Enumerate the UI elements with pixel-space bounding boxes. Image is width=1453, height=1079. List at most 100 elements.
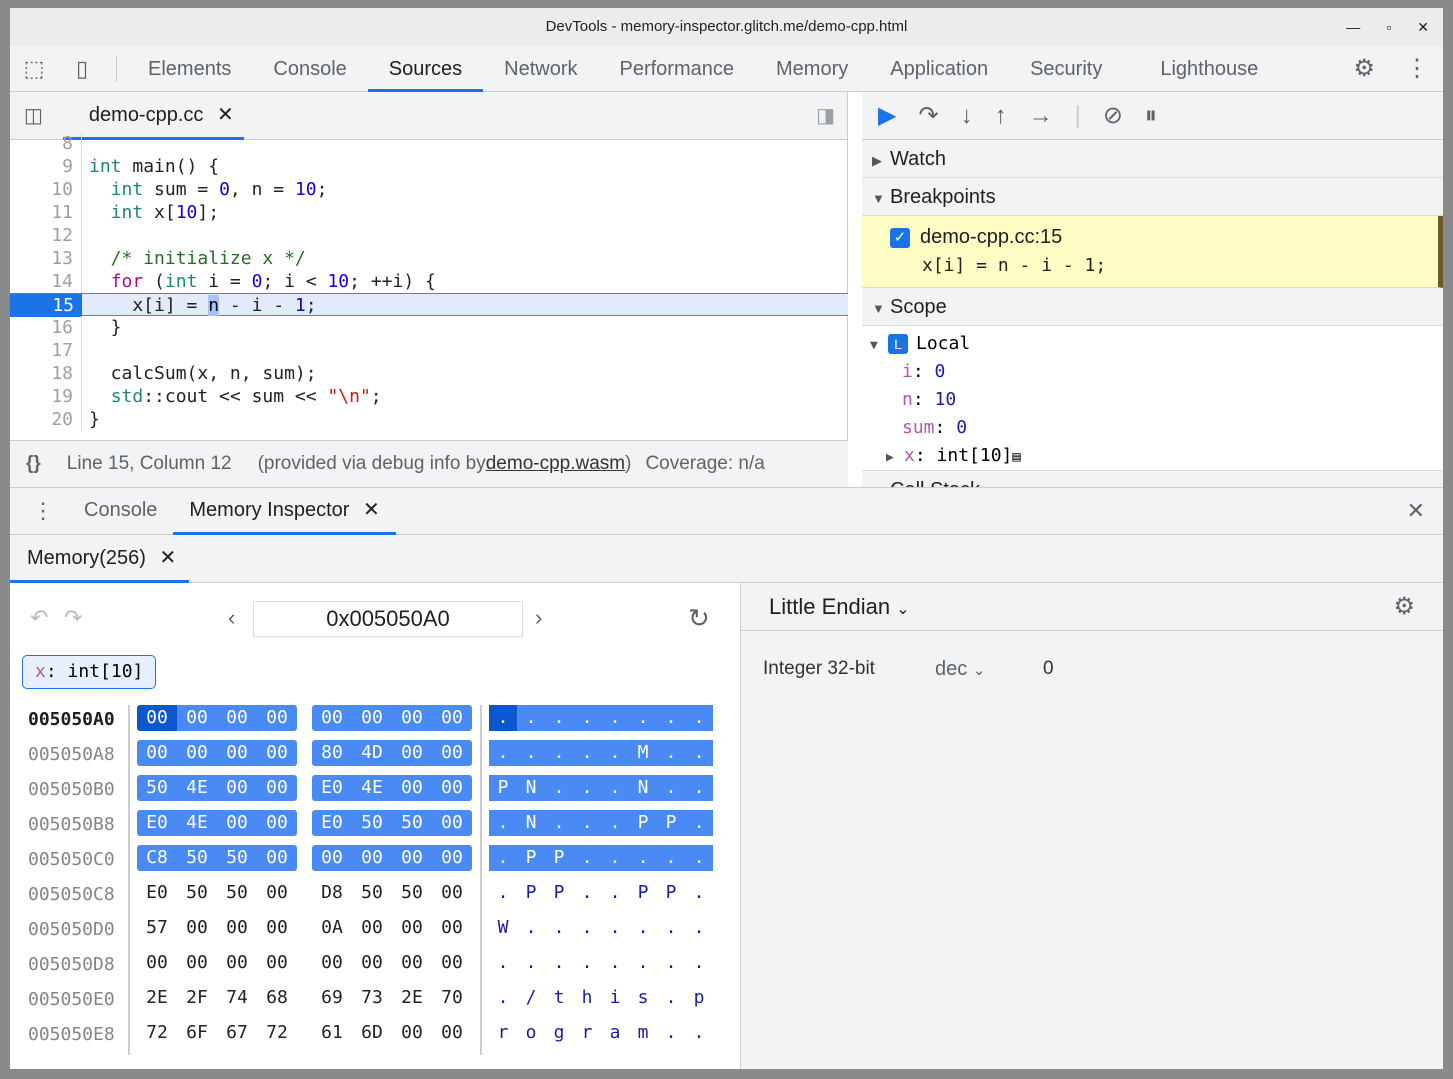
ascii-cell[interactable]: . [545, 810, 573, 836]
wasm-link[interactable]: demo-cpp.wasm [485, 453, 626, 474]
tab-sources[interactable]: Sources [367, 46, 484, 92]
code-line[interactable]: 16 } [10, 316, 848, 339]
ascii-cell[interactable]: o [525, 1022, 537, 1043]
byte-cell[interactable]: 2E [146, 987, 168, 1008]
byte-cell[interactable]: 00 [352, 705, 392, 731]
tab-security[interactable]: Security [1030, 57, 1103, 80]
scope-section[interactable]: ▼ Scope [862, 288, 1443, 326]
byte-cell[interactable]: 00 [441, 952, 463, 973]
code-line[interactable]: 11 int x[10]; [10, 201, 848, 224]
line-number[interactable]: 10 [10, 178, 82, 201]
ascii-cell[interactable]: . [553, 917, 565, 938]
ascii-cell[interactable]: . [685, 705, 713, 731]
byte-cell[interactable]: 00 [257, 740, 297, 766]
ascii-cell[interactable]: . [545, 775, 573, 801]
ascii-cell[interactable]: . [489, 845, 517, 871]
ascii-cell[interactable]: . [545, 740, 573, 766]
toggle-debugger-icon[interactable]: ◨ [816, 105, 835, 127]
drawer-tab-console[interactable]: Console [84, 499, 158, 521]
byte-cell[interactable]: 50 [217, 845, 257, 871]
ascii-cell[interactable]: . [601, 775, 629, 801]
byte-cell[interactable]: 69 [321, 987, 343, 1008]
refresh-icon[interactable]: ↻ [688, 603, 710, 633]
ascii-cell[interactable]: . [497, 952, 509, 973]
ascii-cell[interactable]: . [609, 952, 621, 973]
breakpoint-checkbox[interactable]: ✓ [890, 227, 910, 248]
undo-icon[interactable]: ↶ [30, 605, 49, 630]
byte-cell[interactable]: 68 [266, 987, 288, 1008]
ascii-cell[interactable]: P [545, 845, 573, 871]
ascii-cell[interactable]: p [693, 987, 705, 1008]
byte-cell[interactable]: 50 [137, 775, 177, 801]
byte-cell[interactable]: 80 [312, 740, 352, 766]
ascii-cell[interactable]: . [601, 810, 629, 836]
byte-cell[interactable]: 00 [226, 952, 248, 973]
byte-cell[interactable]: 00 [432, 705, 472, 731]
ascii-cell[interactable]: i [609, 987, 621, 1008]
ascii-cell[interactable]: . [665, 952, 677, 973]
ascii-cell[interactable]: P [665, 882, 677, 903]
line-number[interactable]: 13 [10, 247, 82, 270]
pretty-print-icon[interactable]: {} [26, 453, 41, 474]
byte-cell[interactable]: 00 [217, 810, 257, 836]
tab-elements[interactable]: Elements [148, 57, 232, 80]
byte-cell[interactable]: 00 [392, 845, 432, 871]
line-number[interactable]: 12 [10, 224, 82, 247]
file-tab[interactable]: demo-cpp.cc ✕ [62, 92, 244, 140]
byte-cell[interactable]: 00 [257, 775, 297, 801]
ascii-cell[interactable]: . [573, 775, 601, 801]
ascii-cell[interactable]: . [573, 810, 601, 836]
byte-cell[interactable]: 00 [432, 775, 472, 801]
ascii-cell[interactable]: P [489, 775, 517, 801]
step-over-icon[interactable]: ↷ [918, 102, 939, 129]
byte-cell[interactable]: 50 [401, 882, 423, 903]
ascii-cell[interactable]: . [489, 810, 517, 836]
ascii-cell[interactable]: . [665, 987, 677, 1008]
line-number[interactable]: 11 [10, 201, 82, 224]
ascii-cell[interactable]: P [525, 882, 537, 903]
byte-cell[interactable]: 50 [361, 882, 383, 903]
ascii-cell[interactable]: g [553, 1022, 565, 1043]
ascii-cell[interactable]: . [629, 845, 657, 871]
ascii-cell[interactable]: m [637, 1022, 649, 1043]
memory-inspector-icon[interactable]: ▤ [1012, 449, 1021, 465]
address-input[interactable]: 0x005050A0 [253, 601, 523, 637]
ascii-cell[interactable]: . [685, 810, 713, 836]
byte-cell[interactable]: 00 [392, 705, 432, 731]
settings-gear-icon[interactable]: ⚙ [1353, 55, 1375, 82]
previous-page-icon[interactable]: ‹ [228, 605, 236, 630]
ascii-cell[interactable]: . [553, 952, 565, 973]
byte-cell[interactable]: 00 [217, 775, 257, 801]
byte-cell[interactable]: 4E [177, 775, 217, 801]
tab-memory[interactable]: Memory [776, 57, 849, 80]
byte-cell[interactable]: E0 [137, 810, 177, 836]
byte-cell[interactable]: 00 [177, 740, 217, 766]
byte-cell[interactable]: 00 [257, 810, 297, 836]
ascii-cell[interactable]: W [497, 917, 509, 938]
deactivate-breakpoints-icon[interactable]: ⊘ [1102, 102, 1123, 129]
ascii-cell[interactable]: . [573, 845, 601, 871]
byte-cell[interactable]: 70 [441, 987, 463, 1008]
toggle-navigator-icon[interactable]: ◫ [24, 105, 43, 127]
ascii-cell[interactable]: h [581, 987, 593, 1008]
byte-cell[interactable]: 74 [226, 987, 248, 1008]
memory-tab[interactable]: Memory(256) ✕ [10, 535, 189, 583]
byte-cell[interactable]: 50 [226, 882, 248, 903]
ascii-cell[interactable]: . [517, 705, 545, 731]
byte-cell[interactable]: E0 [312, 775, 352, 801]
byte-cell[interactable]: 00 [441, 1022, 463, 1043]
byte-cell[interactable]: 00 [361, 917, 383, 938]
byte-cell[interactable]: 00 [186, 952, 208, 973]
breakpoint-item[interactable]: ✓ demo-cpp.cc:15 x[i] = n - i - 1; [862, 216, 1443, 288]
close-window-button[interactable]: ✕ [1417, 19, 1429, 35]
byte-cell[interactable]: 00 [266, 882, 288, 903]
code-line[interactable]: 12 [10, 224, 848, 247]
byte-cell[interactable]: 00 [432, 810, 472, 836]
line-number[interactable]: 15 [10, 294, 82, 317]
byte-cell[interactable]: 00 [217, 740, 257, 766]
byte-cell[interactable]: 00 [312, 845, 352, 871]
byte-cell[interactable]: 0A [321, 917, 343, 938]
inspect-element-icon[interactable]: ⬚ [23, 55, 45, 81]
endianness-select[interactable]: Little Endian ⌄ [769, 594, 910, 619]
ascii-cell[interactable]: . [685, 845, 713, 871]
